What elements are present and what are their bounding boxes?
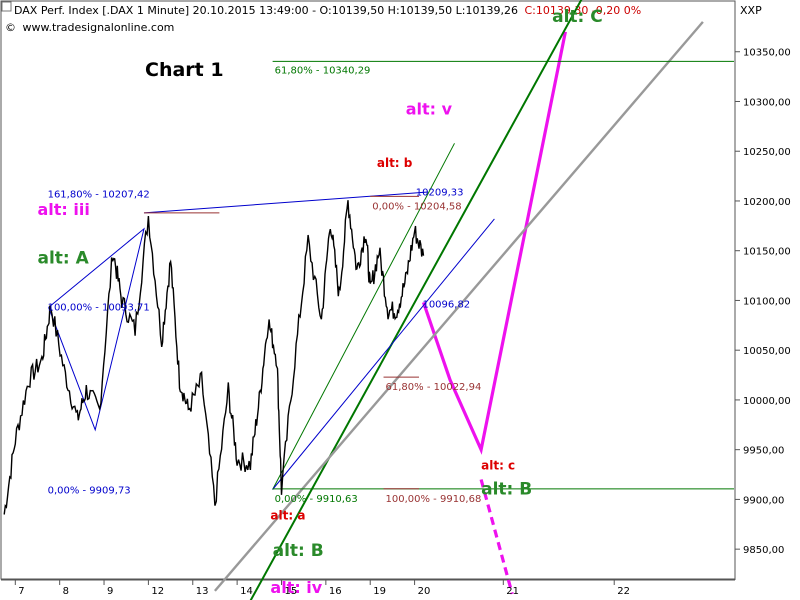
series-line-magenta-dashed xyxy=(479,479,514,595)
wave-label-8: alt: B xyxy=(273,541,324,561)
wave-label-2: alt: b xyxy=(377,156,413,170)
x-tick-label: 19 xyxy=(373,586,386,597)
annotation-0: 161,80% - 10207,42 xyxy=(48,190,150,201)
x-tick-label: 9 xyxy=(107,586,113,597)
x-tick-label: 16 xyxy=(329,586,342,597)
y-tick-label: 10150,00 xyxy=(743,247,791,258)
header-instrument: DAX Perf. Index [.DAX 1 Minute] 20.10.20… xyxy=(14,4,641,17)
x-tick-label: 14 xyxy=(240,586,253,597)
series-line-magenta-forecast xyxy=(421,31,567,455)
wave-label-5: alt: c xyxy=(481,459,515,473)
header-last-price: C:10139,30 -0,20 0% xyxy=(524,4,641,17)
series-line-blue-impulse xyxy=(48,227,145,432)
annotation-2: 0,00% - 9909,73 xyxy=(48,486,131,497)
header-scroll-button[interactable] xyxy=(1,1,12,12)
wave-label-7: alt: a xyxy=(270,508,305,522)
header-source: © www.tradesignalonline.com xyxy=(5,21,174,34)
annotation-3: 10209,33 xyxy=(416,188,464,199)
plot-frame xyxy=(0,0,736,580)
y-tick-label: 10100,00 xyxy=(743,296,791,307)
x-tick-label: 20 xyxy=(418,586,431,597)
series-line-blue-resistance xyxy=(143,191,428,214)
series-line-gray-thick xyxy=(213,21,704,592)
series-line-green-thick xyxy=(249,0,583,600)
fib-label-4: 0,00% - 10204,58 xyxy=(372,201,461,212)
y-tick-label: 9950,00 xyxy=(743,446,784,457)
chart-title: Chart 1 xyxy=(145,59,224,81)
x-tick-label: 21 xyxy=(506,586,519,597)
price-line xyxy=(3,200,425,515)
fib-label-1: 0,00% - 9910,63 xyxy=(275,494,358,505)
symbol-label: XXP xyxy=(740,4,762,17)
wave-label-0: alt: C xyxy=(552,7,603,27)
hline-layer: 61,80% - 10340,29 0,00% - 9910,63 100,00% … xyxy=(143,60,734,505)
copyright-icon: © xyxy=(5,21,16,34)
wave-label-9: alt: iv xyxy=(270,578,322,597)
x-tick-label: 22 xyxy=(617,586,630,597)
axis-layer: 9850,00 9900,00 9950,00 10000,00 10050,00 101… xyxy=(14,48,791,597)
price-layer xyxy=(3,200,425,515)
x-tick-label: 12 xyxy=(151,586,164,597)
annotation-1: 100,00% - 10093,71 xyxy=(48,303,150,314)
series-line-blue-channel xyxy=(272,218,495,490)
x-tick-label: 7 xyxy=(18,586,24,597)
y-tick-label: 10350,00 xyxy=(743,48,791,59)
y-tick-label: 10300,00 xyxy=(743,97,791,108)
fib-label-2: 100,00% - 9910,68 xyxy=(386,494,482,505)
fib-label-0: 61,80% - 10340,29 xyxy=(275,65,371,76)
annotation-4: 10096,82 xyxy=(422,300,470,311)
series-layer xyxy=(48,0,704,600)
x-tick-label: 8 xyxy=(63,586,69,597)
x-tick-label: 13 xyxy=(196,586,209,597)
fib-label-3: 61,80% - 10022,94 xyxy=(386,382,482,393)
wave-label-1: alt: v xyxy=(406,99,453,118)
y-tick-label: 10000,00 xyxy=(743,396,791,407)
y-tick-label: 9850,00 xyxy=(743,545,784,556)
series-line-green-thin xyxy=(272,143,455,490)
y-tick-label: 10050,00 xyxy=(743,346,791,357)
wave-label-4: alt: A xyxy=(37,249,89,269)
y-tick-label: 9900,00 xyxy=(743,495,784,506)
y-tick-label: 10250,00 xyxy=(743,147,791,158)
wave-label-6: alt: B xyxy=(481,479,532,499)
text-layer: 161,80% - 10207,42 100,00% - 10093,71 0,00… xyxy=(37,7,602,597)
wave-label-3: alt: iii xyxy=(37,200,89,219)
x-tick-label: 15 xyxy=(284,586,297,597)
y-tick-label: 10200,00 xyxy=(743,197,791,208)
